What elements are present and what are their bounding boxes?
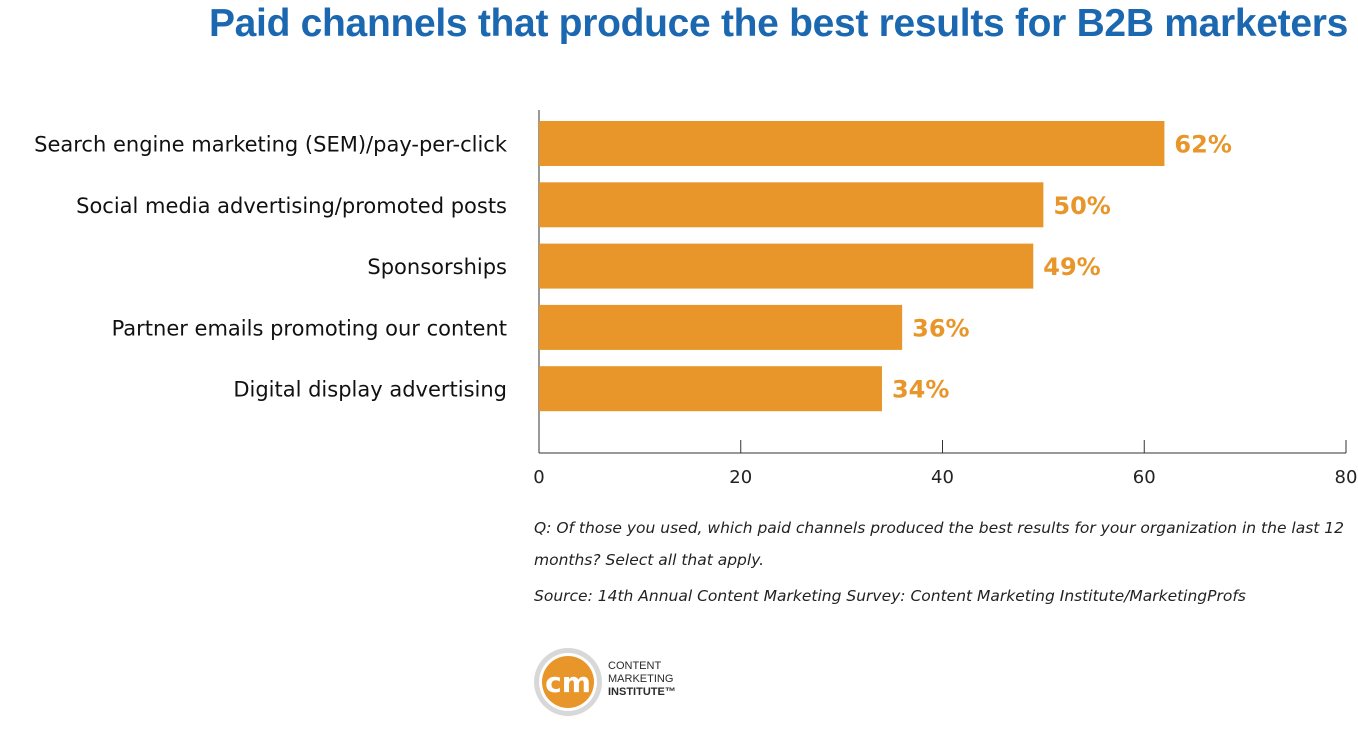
bar	[539, 304, 903, 350]
source-note: Source: 14th Annual Content Marketing Su…	[534, 587, 1246, 605]
chart-title: Paid channels that produce the best resu…	[208, 2, 1348, 45]
value-label: 50%	[1053, 192, 1110, 220]
value-label: 34%	[892, 376, 949, 404]
category-label: Social media advertising/promoted posts	[76, 194, 507, 218]
survey-question: Q: Of those you used, which paid channel…	[534, 519, 1345, 569]
cmi-logo-mark: cm	[545, 666, 591, 699]
value-label: 62%	[1174, 131, 1231, 159]
x-tick-label: 20	[729, 467, 752, 488]
category-label: Search engine marketing (SEM)/pay-per-cl…	[34, 133, 508, 157]
x-tick-label: 60	[1133, 467, 1156, 488]
bar	[539, 121, 1165, 166]
x-tick-label: 0	[533, 467, 544, 488]
x-tick-label: 80	[1335, 467, 1358, 488]
chart-notes: Q: Of those you used, which paid channel…	[534, 512, 1354, 612]
cmi-logo: cm CONTENT MARKETING INSTITUTE™	[533, 647, 693, 719]
bar	[539, 243, 1034, 289]
category-label: Partner emails promoting our content	[112, 316, 507, 340]
logo-line-1: CONTENT	[608, 660, 662, 672]
category-label: Digital display advertising	[233, 378, 507, 402]
cmi-logo-icon: cm	[534, 648, 602, 716]
cmi-logo-text: CONTENT MARKETING INSTITUTE™	[608, 660, 676, 699]
logo-line-3: INSTITUTE™	[608, 686, 676, 698]
logo-line-2: MARKETING	[608, 673, 674, 685]
category-label: Sponsorships	[367, 255, 507, 279]
x-tick-label: 40	[931, 467, 954, 488]
value-label: 36%	[912, 314, 969, 342]
bar	[539, 366, 882, 412]
value-label: 49%	[1043, 253, 1100, 281]
bar	[539, 182, 1044, 228]
